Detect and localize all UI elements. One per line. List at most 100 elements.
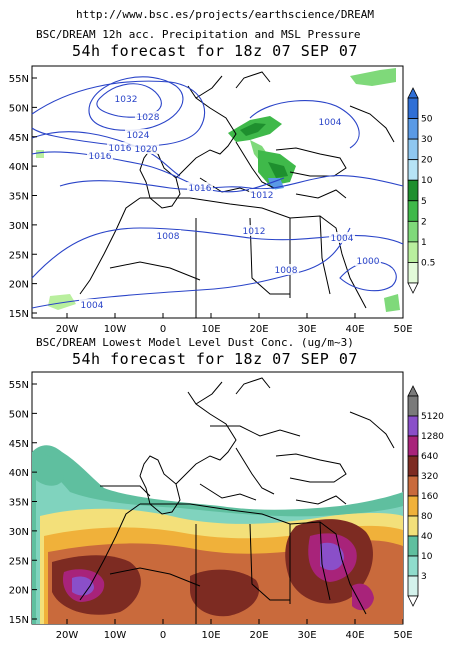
colorbar-label: 10 — [421, 176, 433, 186]
lat-label: 25N — [9, 556, 29, 567]
colorbar-label: 5 — [421, 197, 427, 207]
lat-label: 40N — [9, 468, 29, 479]
lat-label: 20N — [9, 280, 29, 291]
precip-colorbar: 50 30 20 10 5 2 1 0.5 — [407, 87, 435, 294]
colorbar-segment — [407, 555, 419, 577]
colorbar-segment — [407, 179, 419, 202]
colorbar-label: 5120 — [421, 412, 444, 422]
pressure-label: 1004 — [81, 301, 104, 311]
lon-label: 50E — [393, 630, 412, 641]
colorbar-label: 3 — [421, 572, 427, 582]
precip-patch-balkans-core — [268, 162, 288, 178]
lat-label: 20N — [9, 586, 29, 597]
lon-label: 10W — [104, 630, 127, 641]
pressure-label-bg — [133, 143, 159, 154]
colorbar-label: 30 — [421, 135, 433, 145]
dust-field-640-center — [190, 569, 260, 617]
precip-coastlines — [79, 71, 395, 318]
dust-field-5120-west — [72, 576, 94, 596]
pressure-label: 1028 — [137, 113, 160, 123]
lat-labels: 55N 50N 45N 40N 35N 30N 25N 20N 15N — [9, 74, 37, 320]
lon-label: 20W — [56, 630, 79, 641]
lon-label: 20E — [249, 324, 268, 335]
lat-label: 30N — [9, 527, 29, 538]
lat-label: 30N — [9, 221, 29, 232]
dust-field-5120-east — [320, 542, 344, 571]
colorbar-segment — [407, 97, 419, 119]
lat-label: 55N — [9, 380, 29, 391]
colorbar-segment — [407, 415, 419, 437]
pressure-label-bg — [249, 189, 275, 200]
colorbar-label: 0.5 — [421, 258, 435, 268]
lat-label: 35N — [9, 192, 29, 203]
pressure-label-bg — [79, 299, 105, 310]
pressure-label: 1020 — [135, 145, 158, 155]
dust-subtitle: 54h forecast for 18z 07 SEP 07 — [72, 350, 358, 368]
dust-title: BSC/DREAM Lowest Model Level Dust Conc. … — [36, 336, 354, 349]
colorbar-label: 160 — [421, 492, 438, 502]
lon-labels: 20W 10W 0 10E 20E 30E 40E 50E — [56, 619, 413, 641]
pressure-label: 1004 — [319, 118, 342, 128]
pressure-label: 1000 — [357, 257, 380, 267]
pressure-label: 1016 — [109, 144, 132, 154]
lon-label: 40E — [345, 630, 364, 641]
colorbar-segment — [407, 138, 419, 161]
colorbar-segment — [407, 475, 419, 497]
pressure-label-bg — [241, 225, 267, 236]
colorbar-label: 1 — [421, 238, 427, 248]
colorbar-segment — [407, 495, 419, 517]
precip-patch-horn — [384, 294, 400, 312]
pressure-label-bg — [317, 116, 343, 127]
lon-label: 0 — [160, 630, 166, 641]
pressure-label: 1012 — [251, 191, 274, 201]
colorbar-segment — [407, 159, 419, 181]
lat-label: 50N — [9, 103, 29, 114]
lat-label: 45N — [9, 439, 29, 450]
lat-label: 35N — [9, 498, 29, 509]
lon-label: 0 — [160, 324, 166, 335]
pressure-label-bg — [135, 111, 161, 122]
lon-label: 30E — [297, 630, 316, 641]
precip-patches — [36, 68, 400, 312]
colorbar-segment — [407, 220, 419, 243]
pressure-label-bg — [125, 129, 151, 140]
colorbar-segment — [407, 575, 419, 597]
precip-patch-alps-core — [240, 123, 266, 136]
lon-label: 50E — [393, 324, 412, 335]
pressure-label: 1012 — [243, 227, 266, 237]
colorbar-top-arrow — [407, 87, 419, 99]
colorbar-top-arrow — [407, 385, 419, 397]
pressure-label: 1016 — [89, 152, 112, 162]
dust-field-redsea — [352, 583, 374, 611]
colorbar-segment — [407, 262, 419, 284]
colorbar-bottom-arrow — [407, 595, 419, 607]
colorbar-segment — [407, 200, 419, 222]
colorbar-segment — [407, 435, 419, 457]
colorbar-bottom-arrow — [407, 282, 419, 294]
pressure-label: 1016 — [189, 184, 212, 194]
pressure-label-bg — [87, 150, 113, 161]
precip-title: BSC/DREAM 12h acc. Precipitation and MSL… — [36, 28, 361, 41]
lat-label: 45N — [9, 133, 29, 144]
pressure-label: 1008 — [157, 232, 180, 242]
colorbar-label: 40 — [421, 532, 433, 542]
lon-label: 10W — [104, 324, 127, 335]
colorbar-label: 1280 — [421, 432, 444, 442]
lat-labels: 55N 50N 45N 40N 35N 30N 25N 20N 15N — [9, 380, 37, 626]
colorbar-label: 2 — [421, 217, 427, 227]
pressure-label: 1032 — [115, 95, 138, 105]
precip-patch-africa — [48, 294, 76, 310]
pressure-label-bg — [113, 93, 139, 104]
precip-subtitle: 54h forecast for 18z 07 SEP 07 — [72, 42, 358, 60]
precip-patch-north — [350, 68, 396, 86]
pressure-label-bg — [107, 142, 133, 153]
lon-label: 10E — [201, 630, 220, 641]
pressure-label: 1004 — [331, 234, 354, 244]
colorbar-segment — [407, 395, 419, 417]
dust-colorbar: 5120 1280 640 320 160 80 40 10 3 — [407, 385, 444, 607]
colorbar-segment — [407, 241, 419, 263]
lat-label: 15N — [9, 309, 29, 320]
